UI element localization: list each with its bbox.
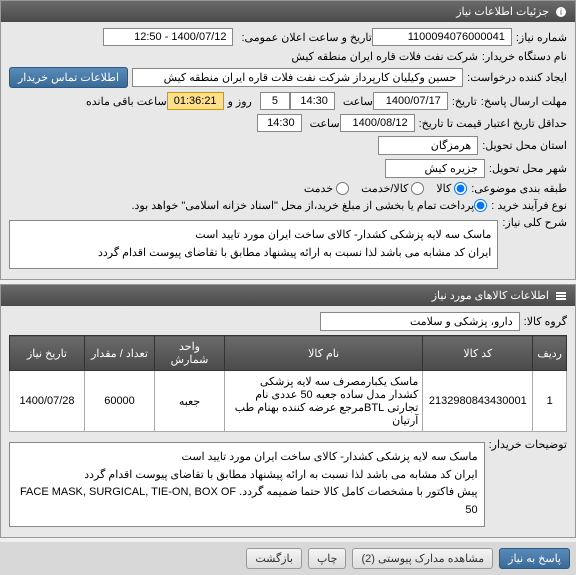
view-attachments-button[interactable]: مشاهده مدارک پیوستی (2) [352,548,493,569]
cell-code: 2132980843430001 [423,371,533,432]
validity-time-value: 14:30 [257,114,302,132]
table-header-row: ردیف کد کالا نام کالا واحد شمارش تعداد /… [10,336,567,371]
radio-goods-label: کالا [436,182,451,195]
radio-goods-service-label: کالا/خدمت [361,182,408,195]
countdown-timer: 01:36:21 [167,92,224,110]
province-value: هرمزگان [378,136,478,155]
announce-date-label: تاریخ و ساعت اعلان عمومی: [241,31,371,44]
validity-time-label: ساعت [310,117,340,130]
panel2-title: اطلاعات کالاهای مورد نیاز [432,289,549,302]
panel1-body: شماره نیاز: 1100094076000041 تاریخ و ساع… [1,22,575,279]
radio-goods-service-input[interactable] [411,182,424,195]
deadline-label: مهلت ارسال پاسخ: [481,95,567,108]
col-unit: واحد شمارش [155,336,225,371]
buyer-note-line3: پیش فاکتور با مشخصات کامل کالا حتما ضمیم… [16,484,478,519]
need-description: ماسک سه لایه پزشکی کشدار- کالای ساخت ایر… [9,220,498,269]
days-remain-value: 5 [260,92,290,110]
col-qty: تعداد / مقدار [85,336,155,371]
buyer-note-line2: ایران کد مشابه می باشد لذا نسبت به ارائه… [16,467,478,485]
deadline-date-value: 1400/07/17 [373,92,448,110]
creator-label: ایجاد کننده درخواست: [467,71,567,84]
back-button[interactable]: بازگشت [246,548,302,569]
info-icon: i [555,6,567,18]
panel1-title: جزئیات اطلاعات نیاز [456,5,549,18]
need-no-label: شماره نیاز: [516,31,567,44]
desc-line2: ایران کد مشابه می باشد لذا نسبت به ارائه… [16,245,491,263]
cell-idx: 1 [533,371,567,432]
reply-button[interactable]: پاسخ به نیاز [499,548,570,569]
need-details-panel: i جزئیات اطلاعات نیاز شماره نیاز: 110009… [0,0,576,280]
cell-unit: جعبه [155,371,225,432]
radio-service-label: خدمت [304,182,333,195]
group-label: گروه کالا: [524,315,567,328]
need-no-value: 1100094076000041 [372,28,512,46]
buytype-note: پرداخت تمام یا بخشی از مبلغ خرید،از محل … [131,199,474,212]
category-radio-service[interactable]: خدمت [304,182,349,195]
announce-date-value: 1400/07/12 - 12:50 [103,28,233,46]
category-label: طبقه بندی موضوعی: [471,182,567,195]
buyer-note-label: توضیحات خریدار: [489,438,567,451]
buytype-radio[interactable] [474,199,487,212]
buytype-label: نوع فرآیند خرید : [491,199,567,212]
deadline-time-value: 14:30 [290,92,335,110]
cell-name: ماسک یکبارمصرف سه لایه پزشکی کشدار مدل س… [225,371,423,432]
radio-service-input[interactable] [336,182,349,195]
desc-line1: ماسک سه لایه پزشکی کشدار- کالای ساخت ایر… [16,227,491,245]
col-idx: ردیف [533,336,567,371]
list-icon [555,290,567,302]
svg-text:i: i [560,7,562,17]
city-label: شهر محل تحویل: [489,162,567,175]
category-radio-goods[interactable]: کالا [436,182,467,195]
buyer-note-line1: ماسک سه لایه پزشکی کشدار- کالای ساخت ایر… [16,449,478,467]
panel2-header: اطلاعات کالاهای مورد نیاز [1,285,575,306]
group-value: دارو، پزشکی و سلامت [320,312,520,331]
city-value: جزیره کیش [385,159,485,178]
validity-label: حداقل تاریخ اعتبار قیمت تا تاریخ: [419,117,567,130]
contact-buyer-button[interactable]: اطلاعات تماس خریدار [9,67,128,88]
buyer-org-label: نام دستگاه خریدار: [482,50,567,63]
panel2-body: گروه کالا: دارو، پزشکی و سلامت ردیف کد ک… [1,306,575,536]
buyer-org-value: شرکت نفت فلات قاره ایران منطقه کیش [291,50,478,63]
col-name: نام کالا [225,336,423,371]
goods-info-panel: اطلاعات کالاهای مورد نیاز گروه کالا: دار… [0,284,576,537]
deadline-time-label: ساعت [343,95,373,108]
category-radio-goods-service[interactable]: کالا/خدمت [361,182,424,195]
cell-date: 1400/07/28 [10,371,85,432]
buytype-radio-input[interactable] [474,199,487,212]
col-date: تاریخ نیاز [10,336,85,371]
category-radio-group: کالا کالا/خدمت خدمت [304,182,467,195]
cell-qty: 60000 [85,371,155,432]
col-code: کد کالا [423,336,533,371]
print-button[interactable]: چاپ [308,548,347,569]
buyer-note-box: ماسک سه لایه پزشکی کشدار- کالای ساخت ایر… [9,442,485,526]
validity-date-value: 1400/08/12 [340,114,415,132]
deadline-date-label: تاریخ: [452,95,477,108]
creator-value: حسین وکیلیان کارپرداز شرکت نفت فلات قاره… [132,68,463,87]
footer-button-bar: پاسخ به نیاز مشاهده مدارک پیوستی (2) چاپ… [0,542,576,575]
province-label: استان محل تحویل: [482,139,567,152]
desc-label: شرح کلی نیاز: [502,216,567,229]
radio-goods-input[interactable] [454,182,467,195]
remain-label: ساعت باقی مانده [86,95,167,108]
goods-table: ردیف کد کالا نام کالا واحد شمارش تعداد /… [9,335,567,432]
table-row[interactable]: 1 2132980843430001 ماسک یکبارمصرف سه لای… [10,371,567,432]
panel1-header: i جزئیات اطلاعات نیاز [1,1,575,22]
days-label: روز و [228,95,252,108]
